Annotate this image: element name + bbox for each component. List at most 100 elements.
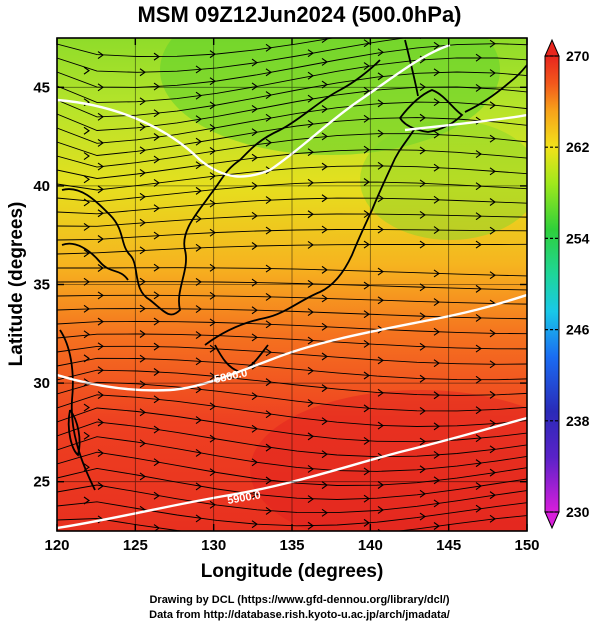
flow-arrow — [489, 329, 496, 338]
y-axis-label: Latitude (degrees) — [6, 202, 27, 367]
flow-arrow — [475, 83, 482, 92]
flow-arrow — [251, 128, 258, 137]
flow-arrow — [321, 225, 328, 234]
flow-arrow — [378, 26, 383, 33]
flow-arrow — [321, 132, 328, 141]
flow-arrow — [251, 153, 258, 162]
flow-arrow — [97, 291, 104, 300]
x-tick-label-145: 145 — [436, 537, 461, 554]
flow-arrow — [195, 305, 202, 313]
flow-arrow — [363, 178, 370, 186]
streamline-32 — [57, 484, 527, 514]
flow-arrow — [489, 198, 496, 206]
flow-arrow — [153, 263, 160, 272]
flow-arrow — [97, 391, 104, 400]
flow-arrow — [195, 161, 202, 170]
flow-arrow — [139, 246, 146, 255]
flow-arrow — [265, 43, 272, 52]
streamline-27 — [57, 407, 527, 443]
flow-arrow — [139, 218, 146, 227]
flow-arrow — [419, 342, 426, 351]
flow-arrow — [433, 450, 440, 459]
flow-arrow — [251, 82, 258, 91]
y-tick-label-30: 30 — [33, 375, 50, 392]
flow-arrow — [139, 472, 146, 481]
china-south-coast — [59, 329, 96, 491]
flow-arrow — [433, 68, 440, 77]
colorbar-label-246: 246 — [566, 322, 590, 338]
streamlines — [57, 19, 527, 541]
flow-arrow — [307, 178, 314, 187]
flow-arrow — [153, 291, 160, 300]
flow-arrow — [265, 138, 272, 147]
flow-arrow — [377, 388, 384, 397]
y-tick-label-40: 40 — [33, 178, 50, 195]
flow-arrow — [209, 124, 216, 132]
flow-arrow — [153, 491, 160, 500]
flow-arrow — [363, 467, 370, 476]
flow-arrow — [209, 291, 216, 300]
flow-arrow — [307, 279, 314, 288]
flow-arrow — [139, 168, 146, 177]
flow-arrow — [265, 264, 272, 273]
flow-arrow — [419, 283, 426, 292]
kuril-islands — [464, 64, 527, 113]
flow-arrow — [265, 348, 272, 357]
streamline-1 — [57, 38, 408, 73]
flow-arrow — [153, 204, 160, 213]
flow-arrow — [265, 292, 272, 301]
streamline-21 — [57, 333, 527, 350]
flow-arrow — [321, 384, 328, 393]
flow-arrow — [153, 82, 160, 91]
flow-arrow — [433, 499, 440, 508]
flow-arrow — [195, 449, 202, 457]
flow-arrow — [419, 437, 426, 446]
flow-arrow — [83, 354, 90, 363]
colorbar-min-triangle — [544, 511, 560, 530]
flow-arrow — [475, 459, 482, 468]
flow-arrow — [251, 105, 258, 113]
flow-arrow — [251, 520, 258, 529]
flow-arrow — [153, 395, 160, 404]
contour-5600 — [57, 43, 527, 178]
flow-arrow — [195, 186, 202, 195]
shandong-coast — [61, 242, 129, 281]
flow-arrow — [97, 235, 104, 243]
flow-arrow — [195, 416, 202, 425]
flow-arrow — [195, 514, 202, 523]
flow-arrow — [377, 194, 384, 203]
streamline-9 — [57, 149, 527, 179]
streamline-28 — [57, 421, 527, 458]
flow-arrow — [419, 210, 426, 219]
flow-arrow — [475, 482, 482, 490]
flow-arrow — [209, 50, 216, 59]
flow-arrow — [321, 80, 328, 89]
flow-arrow — [377, 99, 384, 108]
streamline-26 — [57, 394, 527, 427]
flow-arrow — [434, 19, 439, 26]
flow-arrow — [475, 284, 482, 293]
colorbar-label-254: 254 — [566, 230, 590, 246]
flow-arrow — [433, 98, 440, 107]
flow-arrow — [322, 534, 327, 541]
flow-arrow — [83, 403, 90, 412]
credit-block: Drawing by DCL (https://www.gfd-dennou.o… — [0, 593, 599, 623]
flow-arrow — [139, 123, 146, 131]
flow-arrow — [265, 113, 272, 122]
flow-arrow — [377, 296, 384, 305]
flow-arrow — [195, 137, 202, 146]
flow-arrow — [139, 354, 146, 363]
credit-line-drawing: Drawing by DCL (https://www.gfd-dennou.o… — [149, 594, 450, 606]
colorbar-ramp — [544, 55, 560, 513]
flow-arrow — [251, 278, 258, 287]
flow-arrow — [475, 375, 482, 384]
flow-arrow — [83, 152, 90, 161]
flow-arrow — [83, 330, 90, 339]
flow-arrow — [433, 41, 440, 50]
streamline-19 — [57, 308, 527, 320]
flow-arrow — [433, 327, 440, 336]
flow-arrow — [321, 294, 328, 303]
flow-arrow — [433, 522, 440, 530]
streamline-15 — [57, 243, 527, 255]
